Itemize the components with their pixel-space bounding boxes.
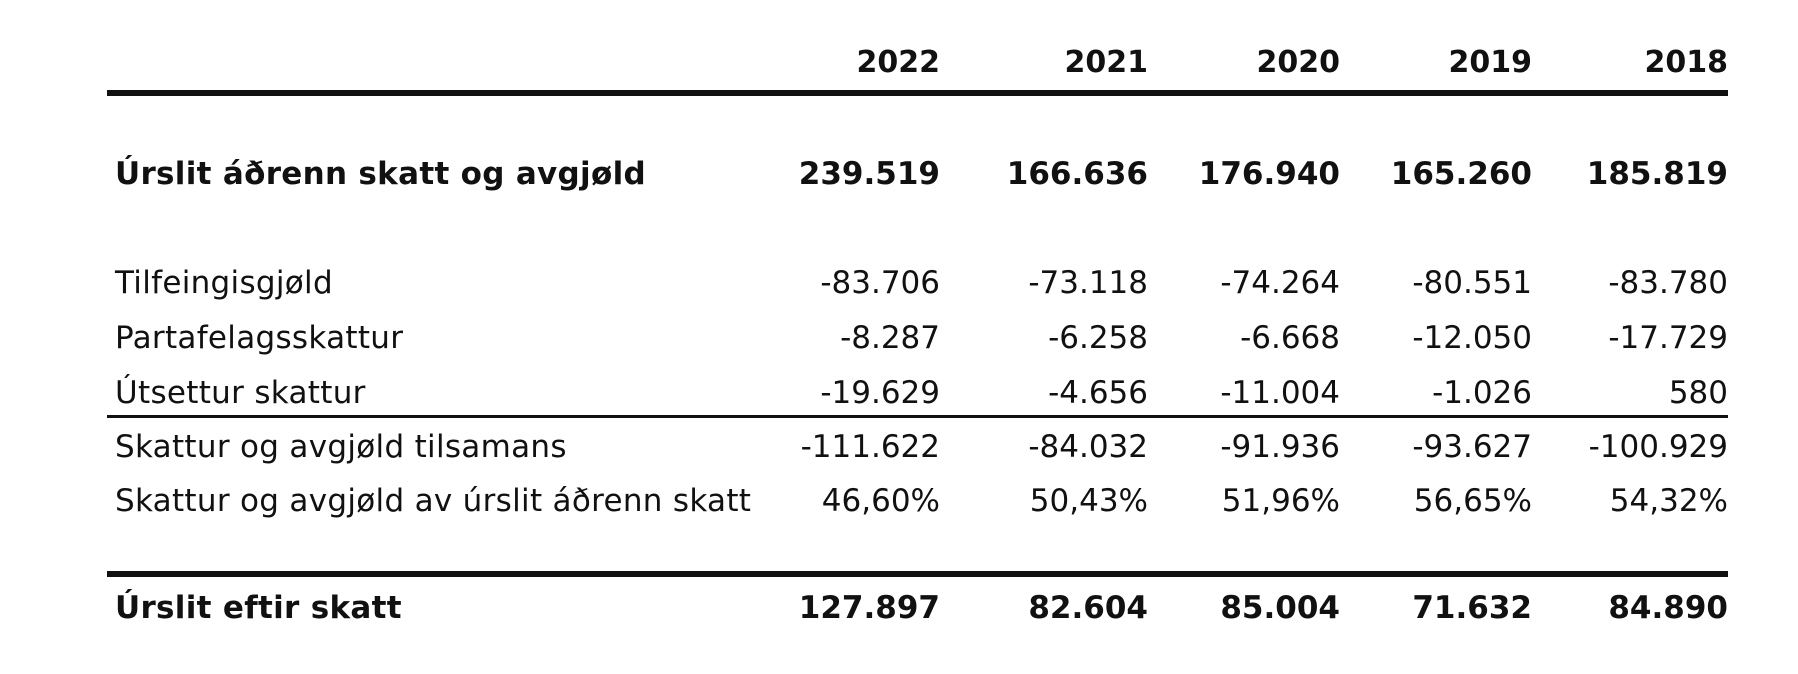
header-divider: [107, 90, 1728, 96]
row-value: -8.287: [840, 320, 940, 356]
table-row-result-after-tax: Úrslit eftir skatt 127.897 82.604 85.004…: [0, 585, 1798, 631]
row-value: -6.668: [1240, 320, 1340, 356]
year-header-2022: 2022: [856, 45, 941, 80]
row-value: -11.004: [1220, 375, 1340, 411]
table-row-result-before-tax: Úrslit áðrenn skatt og avgjøld 239.519 1…: [0, 151, 1798, 197]
row-label: Skattur og avgjøld av úrslit áðrenn skat…: [115, 483, 752, 519]
row-value: -12.050: [1412, 320, 1532, 356]
row-value: -4.656: [1048, 375, 1148, 411]
row-value: -83.780: [1608, 265, 1728, 301]
row-value: -1.026: [1432, 375, 1532, 411]
row-label: Tilfeingisgjøld: [115, 265, 333, 301]
row-value: 185.819: [1586, 156, 1728, 192]
year-header-2021: 2021: [1064, 45, 1149, 80]
row-value: 85.004: [1220, 590, 1340, 626]
row-value: -6.258: [1048, 320, 1148, 356]
year-header-2020: 2020: [1256, 45, 1341, 80]
row-value: -17.729: [1608, 320, 1728, 356]
row-value: -100.929: [1588, 429, 1728, 465]
row-value: 580: [1668, 375, 1728, 411]
table-row-total-tax: Skattur og avgjøld tilsamans -111.622 -8…: [0, 424, 1798, 470]
row-value: 166.636: [1006, 156, 1148, 192]
row-label: Úrslit eftir skatt: [115, 590, 402, 626]
row-value: 84.890: [1608, 590, 1728, 626]
row-value: -74.264: [1220, 265, 1340, 301]
table-row-corporate-tax: Partafelagsskattur -8.287 -6.258 -6.668 …: [0, 315, 1798, 361]
row-value: -80.551: [1412, 265, 1532, 301]
row-value: 71.632: [1412, 590, 1532, 626]
row-value: -93.627: [1412, 429, 1532, 465]
year-header-2018: 2018: [1644, 45, 1729, 80]
row-value: -19.629: [820, 375, 940, 411]
row-value: -73.118: [1028, 265, 1148, 301]
row-value: 56,65%: [1413, 483, 1532, 519]
row-value: 176.940: [1198, 156, 1340, 192]
total-divider: [107, 571, 1728, 577]
row-value: 51,96%: [1221, 483, 1340, 519]
table-row-deferred-tax: Útsettur skattur -19.629 -4.656 -11.004 …: [0, 370, 1798, 416]
subtotal-divider: [107, 415, 1728, 418]
row-value: -84.032: [1028, 429, 1148, 465]
row-value: -91.936: [1220, 429, 1340, 465]
row-label: Útsettur skattur: [115, 375, 366, 411]
row-label: Skattur og avgjøld tilsamans: [115, 429, 567, 465]
row-value: 127.897: [798, 590, 940, 626]
year-header-row: 2022 2021 2020 2019 2018: [0, 40, 1798, 86]
table-row-resource-fees: Tilfeingisgjøld -83.706 -73.118 -74.264 …: [0, 260, 1798, 306]
row-label: Partafelagsskattur: [115, 320, 404, 356]
row-value: 46,60%: [821, 483, 940, 519]
row-value: -83.706: [820, 265, 940, 301]
row-value: 165.260: [1390, 156, 1532, 192]
table-row-tax-share: Skattur og avgjøld av úrslit áðrenn skat…: [0, 478, 1798, 524]
year-header-2019: 2019: [1448, 45, 1533, 80]
row-value: 50,43%: [1029, 483, 1148, 519]
row-value: 82.604: [1028, 590, 1148, 626]
row-value: 54,32%: [1609, 483, 1728, 519]
row-label: Úrslit áðrenn skatt og avgjøld: [115, 156, 646, 192]
row-value: -111.622: [800, 429, 940, 465]
row-value: 239.519: [798, 156, 940, 192]
